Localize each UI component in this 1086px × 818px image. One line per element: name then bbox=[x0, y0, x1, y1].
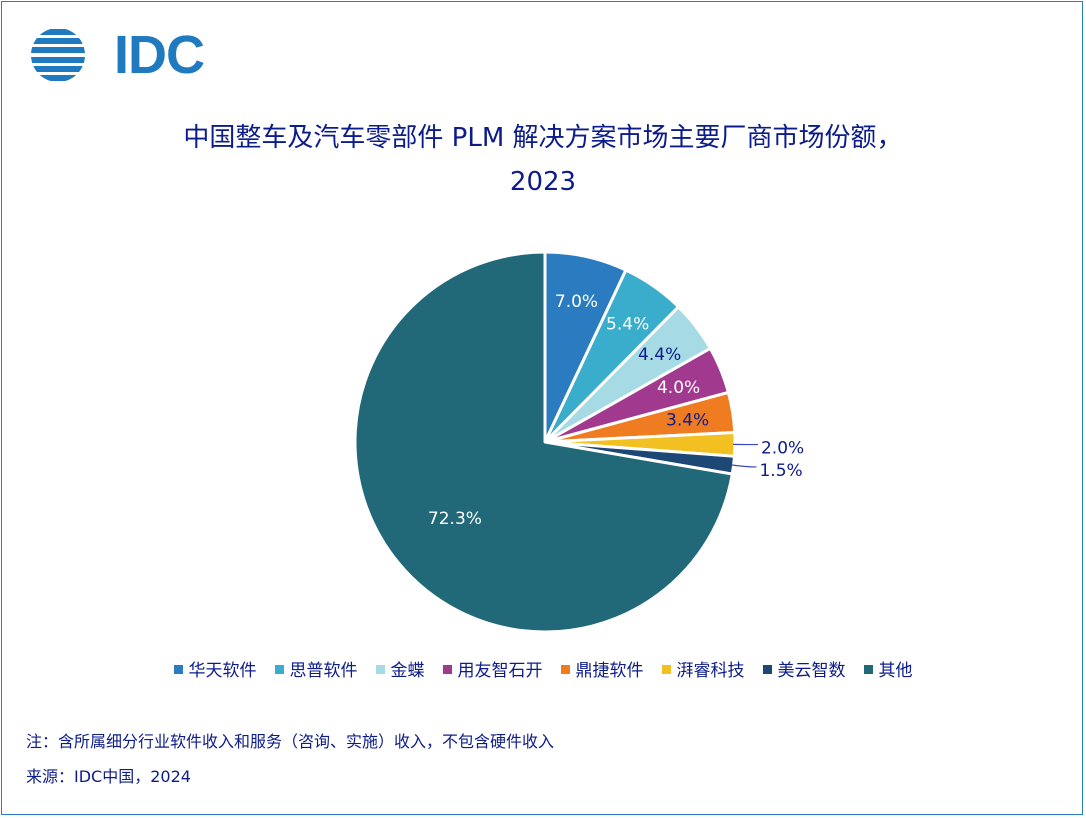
legend-item: 思普软件 bbox=[274, 656, 358, 681]
data-label: 4.4% bbox=[638, 345, 681, 365]
legend-label: 思普软件 bbox=[289, 661, 358, 681]
idc-logo: IDC bbox=[30, 24, 206, 86]
chart-title: 中国整车及汽车零部件 PLM 解决方案市场主要厂商市场份额， 2023 bbox=[0, 116, 1086, 204]
chart-source: 来源：IDC中国，2024 bbox=[26, 767, 191, 786]
legend-swatch bbox=[442, 664, 452, 674]
data-label: 5.4% bbox=[606, 315, 649, 335]
legend-swatch bbox=[375, 664, 385, 674]
data-label: 2.0% bbox=[761, 439, 804, 459]
data-label: 1.5% bbox=[759, 461, 802, 481]
legend-item: 其他 bbox=[863, 656, 913, 681]
legend-label: 鼎捷软件 bbox=[575, 661, 644, 681]
legend-label: 美云智数 bbox=[777, 661, 846, 681]
data-label: 72.3% bbox=[428, 509, 482, 529]
logo-text: IDC bbox=[114, 25, 205, 85]
data-label: 4.0% bbox=[657, 378, 700, 398]
pie-slice bbox=[353, 250, 734, 634]
legend-swatch bbox=[560, 664, 570, 674]
legend-label: 华天软件 bbox=[188, 661, 257, 681]
chart-note: 注：含所属细分行业软件收入和服务（咨询、实施）收入，不包含硬件收入 bbox=[26, 732, 555, 751]
chart-title-line1: 中国整车及汽车零部件 PLM 解决方案市场主要厂商市场份额， bbox=[183, 123, 903, 153]
legend-swatch bbox=[274, 664, 284, 674]
legend-item: 湃睿科技 bbox=[661, 656, 745, 681]
legend-item: 华天软件 bbox=[173, 656, 257, 681]
legend-item: 美云智数 bbox=[762, 656, 846, 681]
legend-item: 金蝶 bbox=[375, 656, 425, 681]
chart-title-line2: 2023 bbox=[509, 167, 577, 197]
legend-label: 用友智石开 bbox=[457, 661, 543, 681]
data-label: 7.0% bbox=[555, 292, 598, 312]
legend-label: 其他 bbox=[878, 661, 913, 681]
chart-legend: 华天软件 思普软件 金蝶 用友智石开 鼎捷软件 湃睿科技 美云智数 其他 bbox=[0, 656, 1086, 681]
legend-label: 金蝶 bbox=[390, 661, 425, 681]
data-label: 3.4% bbox=[666, 410, 709, 430]
globe-icon bbox=[31, 29, 85, 81]
leader-line bbox=[731, 464, 757, 468]
legend-label: 湃睿科技 bbox=[676, 661, 745, 681]
legend-item: 鼎捷软件 bbox=[560, 656, 644, 681]
legend-swatch bbox=[762, 664, 772, 674]
legend-swatch bbox=[173, 664, 183, 674]
legend-swatch bbox=[661, 664, 671, 674]
legend-item: 用友智石开 bbox=[442, 656, 543, 681]
legend-swatch bbox=[863, 664, 873, 674]
